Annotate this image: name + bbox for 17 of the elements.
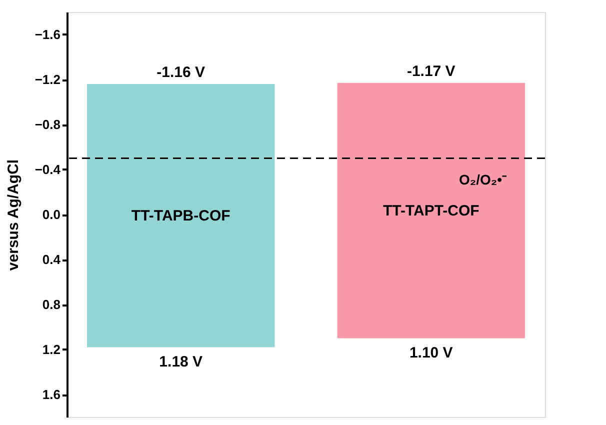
annotation: 1.18 V [159, 353, 203, 370]
annotation: -1.16 V [156, 64, 206, 81]
y-tick-label: −1.2 [34, 72, 60, 87]
y-tick-label: 0.4 [42, 252, 62, 267]
annotation: 1.10 V [409, 344, 453, 362]
y-tick-label: 1.2 [42, 342, 60, 357]
annotation: -1.17 V [406, 62, 456, 80]
y-tick-label: −0.8 [34, 117, 60, 132]
y-axis-title: versus Ag/AgCl [4, 159, 22, 271]
ref-line-label: O₂/O₂•⁻ [458, 171, 507, 188]
y-tick-label: 1.6 [42, 387, 60, 402]
y-tick-label: 0.0 [42, 207, 60, 222]
y-tick-label: −1.6 [34, 27, 60, 42]
y-tick-label: −0.4 [34, 162, 62, 177]
x-tick-label: TT-TAPT-COF [382, 202, 480, 220]
y-tick-label: 0.8 [42, 297, 60, 312]
x-tick-label: TT-TAPB-COF [131, 208, 230, 225]
